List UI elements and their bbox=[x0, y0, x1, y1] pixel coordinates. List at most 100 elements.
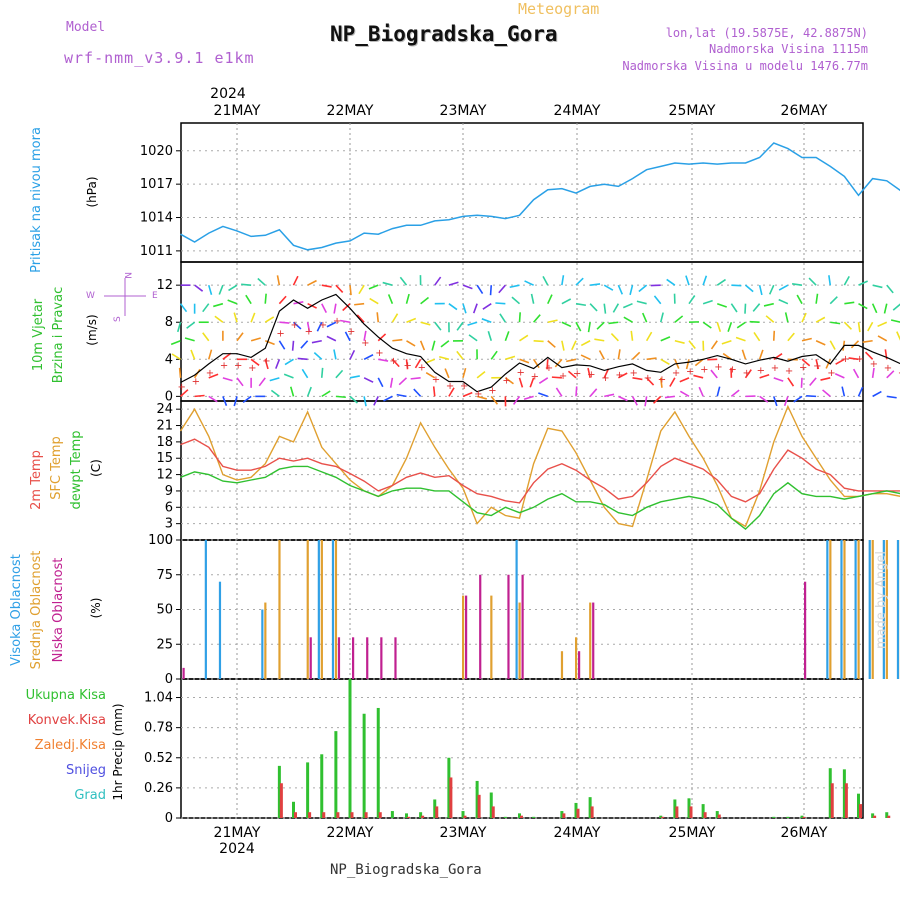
cloud-bar bbox=[380, 637, 383, 679]
wind-arrow bbox=[241, 283, 252, 286]
wind-arrow bbox=[264, 293, 267, 304]
precip-bar bbox=[887, 815, 891, 818]
wind-arrow bbox=[772, 396, 778, 407]
wind-arrow bbox=[815, 359, 820, 370]
wind-gust-marker: + bbox=[630, 368, 638, 379]
wind-arrow bbox=[759, 395, 769, 403]
wind-arrow bbox=[311, 339, 322, 344]
wind-arrow bbox=[566, 358, 577, 363]
footer-station: NP_Biogradska_Gora bbox=[330, 862, 482, 878]
wind-arrow bbox=[685, 275, 690, 286]
wind-arrow bbox=[476, 371, 486, 379]
wind-arrow bbox=[730, 389, 740, 397]
wind-arrow bbox=[871, 367, 875, 378]
wind-compass: W E N S bbox=[86, 272, 158, 322]
wind-arrow bbox=[208, 373, 219, 379]
wind-gust-marker: + bbox=[644, 373, 652, 384]
cloud-bar bbox=[334, 540, 338, 679]
wind-arrow bbox=[425, 371, 436, 379]
temp-tick-label: 24 bbox=[156, 402, 173, 417]
day-label-bottom: 23MAY bbox=[440, 825, 487, 841]
wind-arrow bbox=[571, 340, 577, 351]
cloud-bar bbox=[843, 540, 846, 679]
wind-arrow bbox=[222, 377, 233, 382]
precip-bar bbox=[830, 783, 834, 818]
wind-gust-marker: + bbox=[234, 360, 242, 371]
wind-arrow bbox=[490, 395, 499, 405]
wind-arrow bbox=[694, 358, 704, 367]
cloud-bar bbox=[868, 540, 871, 679]
cloud-bar bbox=[309, 637, 312, 679]
wind-arrow bbox=[883, 303, 888, 314]
precip-bar bbox=[588, 797, 592, 818]
wind-arrow bbox=[278, 340, 286, 350]
wind-arrow bbox=[688, 295, 696, 305]
wind-arrow bbox=[702, 321, 712, 329]
wind-arrow bbox=[398, 377, 408, 386]
wind-arrow bbox=[834, 373, 845, 379]
wind-arrow bbox=[825, 358, 831, 369]
wind-gust-marker: + bbox=[856, 354, 864, 365]
wind-arrow bbox=[377, 333, 387, 342]
station-title: NP_Biogradska_Gora bbox=[330, 22, 558, 46]
wind-arrow bbox=[301, 368, 309, 379]
wind-arrow bbox=[716, 386, 721, 397]
wind-gust-marker: + bbox=[545, 363, 553, 374]
wind-arrow bbox=[504, 331, 510, 342]
wind-arrow bbox=[791, 282, 803, 286]
cloud-bar bbox=[352, 637, 355, 679]
wind-arrow bbox=[636, 300, 647, 305]
precip-bar bbox=[842, 769, 846, 818]
wind-gust-marker: + bbox=[870, 359, 878, 370]
day-label-bottom: 26MAY bbox=[781, 825, 828, 841]
wind-arrow bbox=[278, 295, 287, 305]
wind-arrow bbox=[721, 340, 732, 345]
wind-speed-line bbox=[180, 293, 900, 393]
wind-arrow bbox=[660, 358, 670, 365]
wind-arrow bbox=[276, 275, 281, 286]
wind-arrow bbox=[604, 393, 615, 398]
wind-gust-marker: + bbox=[220, 360, 228, 371]
wind-arrow bbox=[538, 392, 549, 398]
wind-arrow bbox=[892, 303, 900, 311]
cloud-bar bbox=[518, 602, 521, 679]
precip-bar bbox=[279, 783, 283, 818]
precip-bar bbox=[562, 813, 566, 818]
wind-arrow bbox=[758, 284, 763, 296]
wind-arrow bbox=[787, 377, 795, 387]
cloud-bar bbox=[317, 540, 320, 679]
wind-arrow bbox=[487, 330, 493, 342]
wind-arrow bbox=[504, 377, 514, 385]
wind-arrow bbox=[269, 377, 280, 382]
cloud-tick-label: 0 bbox=[165, 672, 173, 687]
wind-arrow bbox=[300, 340, 309, 349]
wind-arrow bbox=[320, 367, 324, 378]
wind-arrow bbox=[646, 357, 657, 361]
wind-arrow bbox=[184, 337, 195, 342]
wind-gust-marker: + bbox=[404, 360, 412, 371]
wind-arrow bbox=[306, 322, 311, 333]
wind-arrow bbox=[580, 340, 591, 347]
cloud-bar bbox=[465, 595, 468, 679]
wind-gust-marker: + bbox=[884, 363, 892, 374]
wind-arrow bbox=[313, 352, 323, 360]
wind-arrow bbox=[580, 354, 591, 361]
wind-arrow bbox=[575, 277, 584, 286]
cloud-bar bbox=[840, 540, 843, 679]
wind-arrow bbox=[864, 351, 874, 360]
wind-arrow bbox=[410, 377, 421, 380]
precip-bar bbox=[871, 813, 875, 818]
wind-arrow bbox=[186, 321, 196, 329]
year-top: 2024 bbox=[210, 86, 246, 102]
precip-tick-label: 0.52 bbox=[144, 751, 173, 766]
temp-tick-label: 21 bbox=[156, 419, 173, 434]
wind-arrow bbox=[326, 335, 337, 342]
wind-gust-marker: + bbox=[206, 368, 214, 379]
panel-frame-temp bbox=[180, 400, 864, 541]
wind-arrow bbox=[519, 334, 529, 342]
wind-arrow bbox=[432, 386, 436, 397]
cloud-unit: (%) bbox=[89, 598, 103, 619]
cloud-bar bbox=[575, 637, 578, 679]
wind-arrow bbox=[744, 369, 752, 379]
wind-arrow bbox=[258, 377, 266, 387]
